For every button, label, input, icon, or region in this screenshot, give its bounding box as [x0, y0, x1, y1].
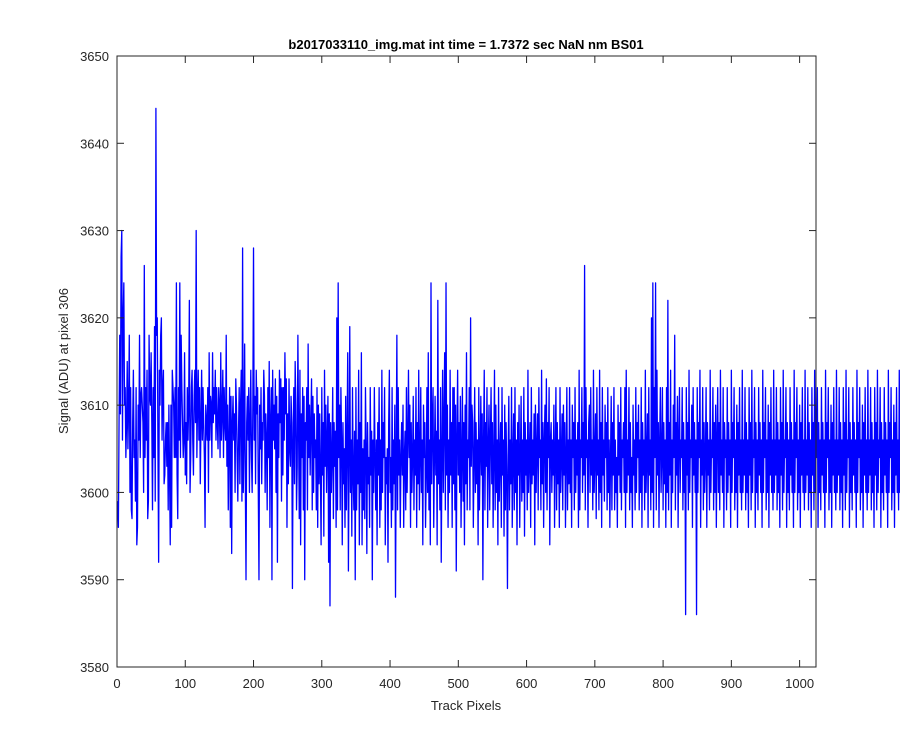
x-tick-label: 600 [516, 676, 538, 691]
y-axis-label: Signal (ADU) at pixel 306 [56, 288, 71, 434]
y-tick-label: 3610 [80, 398, 109, 413]
x-tick-label: 700 [584, 676, 606, 691]
x-tick-label: 800 [652, 676, 674, 691]
x-tick-label: 400 [379, 676, 401, 691]
data-layer [117, 107, 900, 616]
x-axis-label: Track Pixels [431, 698, 502, 713]
x-tick-label: 200 [243, 676, 265, 691]
ticks-layer: 0 100 200 300 400 500 600 700 800 900 1000 3580 3590… [80, 49, 816, 691]
y-tick-label: 3640 [80, 136, 109, 151]
x-tick-label: 0 [113, 676, 120, 691]
x-tick-label: 1000 [785, 676, 814, 691]
y-tick-label: 3600 [80, 485, 109, 500]
y-tick-label: 3620 [80, 311, 109, 326]
x-tick-label: 100 [174, 676, 196, 691]
axes-box [116, 55, 817, 668]
y-tick-label: 3650 [80, 49, 109, 64]
chart-title: b2017033110_img.mat int time = 1.7372 se… [288, 37, 643, 52]
x-tick-label: 500 [447, 676, 469, 691]
series-line-0 [117, 107, 900, 616]
y-tick-label: 3580 [80, 660, 109, 675]
x-tick-label: 300 [311, 676, 333, 691]
y-tick-label: 3630 [80, 224, 109, 239]
x-tick-label: 900 [721, 676, 743, 691]
y-tick-label: 3590 [80, 573, 109, 588]
